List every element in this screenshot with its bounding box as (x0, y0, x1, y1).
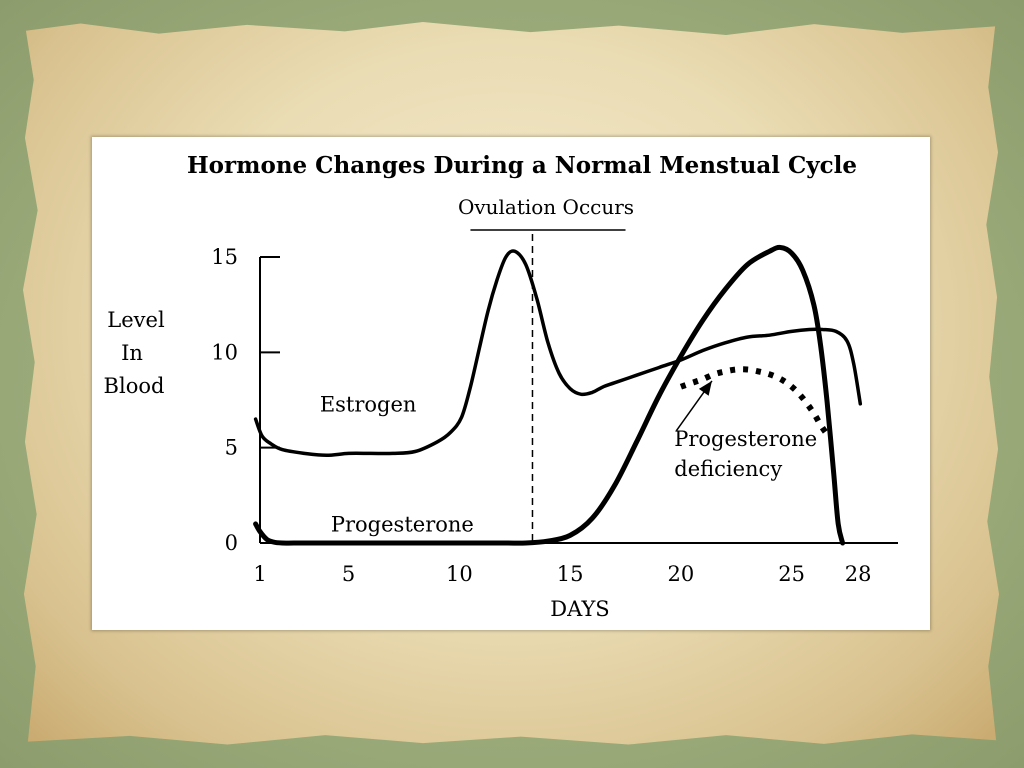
progesterone-label: Progesterone (331, 513, 474, 537)
ovulation-label: Ovulation Occurs (458, 195, 634, 219)
x-tick-label: 5 (342, 562, 355, 586)
y-axis-label-line-2: In (121, 341, 143, 365)
series-group (253, 244, 863, 546)
x-tick-label: 28 (845, 562, 872, 586)
progesterone-deficiency-label-line-2: deficiency (674, 457, 782, 481)
x-tick-label: 15 (557, 562, 584, 586)
deficiency-arrow-head (698, 380, 712, 396)
progesterone-line (253, 244, 846, 546)
y-axis-label-line-3: Blood (104, 374, 165, 398)
y-tick-label: 10 (211, 340, 238, 364)
y-axis-label-line-1: Level (107, 308, 165, 332)
chart-card: Hormone Changes During a Normal Menstual… (92, 137, 930, 630)
x-tick-label: 20 (668, 562, 695, 586)
estrogen-label: Estrogen (320, 392, 417, 416)
x-axis-label: DAYS (550, 597, 609, 621)
hormone-chart: Hormone Changes During a Normal Menstual… (104, 152, 898, 621)
x-tick-label: 1 (253, 562, 266, 586)
progesterone-deficiency-line (679, 366, 830, 437)
chart-title: Hormone Changes During a Normal Menstual… (187, 152, 857, 179)
estrogen-line (253, 249, 863, 458)
y-tick-label: 0 (225, 531, 238, 555)
series-labels: Estrogen Progesterone Progesterone deficien… (320, 392, 817, 536)
x-tick-label: 10 (446, 562, 473, 586)
x-tick-label: 25 (778, 562, 805, 586)
y-tick-label: 5 (225, 436, 238, 460)
progesterone-deficiency-label-line-1: Progesterone (674, 427, 817, 451)
y-tick-label: 15 (211, 245, 238, 269)
